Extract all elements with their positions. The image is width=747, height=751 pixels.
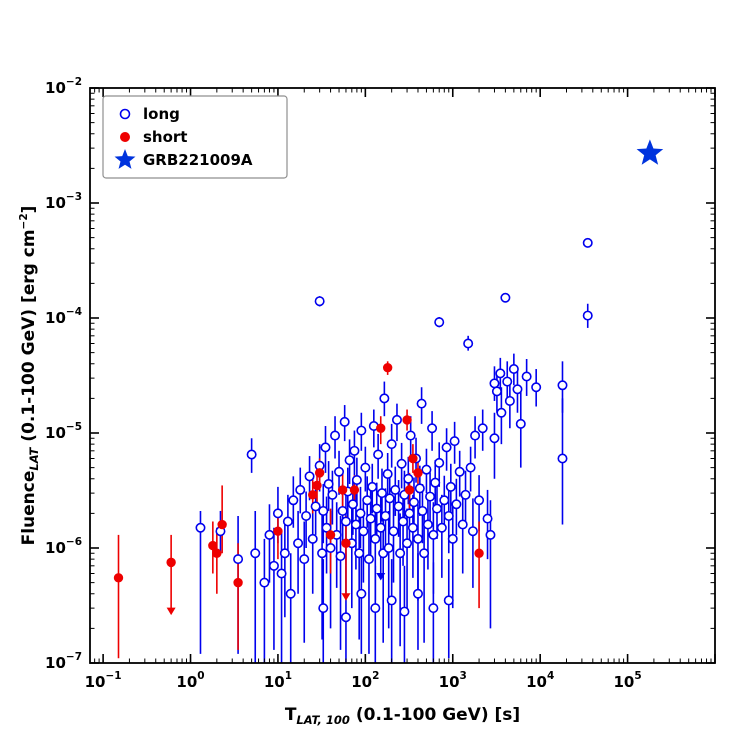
svg-text:104: 104 bbox=[526, 670, 554, 691]
data-points bbox=[113, 139, 664, 623]
legend: long short GRB221009A bbox=[102, 95, 288, 179]
legend-label: long bbox=[143, 105, 180, 123]
y-axis-label: FluenceLAT (0.1-100 GeV) [erg cm−2] bbox=[18, 206, 41, 546]
svg-text:10−3: 10−3 bbox=[45, 191, 82, 212]
long-series bbox=[195, 237, 593, 623]
svg-text:10−2: 10−2 bbox=[45, 76, 82, 97]
x-axis-label: TLAT, 100 (0.1-100 GeV) [s] bbox=[285, 705, 520, 727]
grb221009a-star-marker bbox=[636, 139, 664, 165]
legend-label: GRB221009A bbox=[143, 151, 253, 169]
legend-entry-short: short bbox=[120, 128, 187, 146]
svg-text:103: 103 bbox=[439, 670, 467, 691]
svg-text:100: 100 bbox=[176, 670, 204, 691]
legend-entry-long: long bbox=[119, 105, 180, 123]
svg-text:10−7: 10−7 bbox=[45, 651, 82, 672]
svg-text:10−6: 10−6 bbox=[45, 536, 82, 557]
svg-text:102: 102 bbox=[351, 670, 379, 691]
legend-label: short bbox=[143, 128, 187, 146]
svg-text:10−1: 10−1 bbox=[85, 670, 122, 691]
plot-frame bbox=[89, 87, 716, 664]
svg-text:10−5: 10−5 bbox=[45, 421, 82, 442]
svg-text:105: 105 bbox=[613, 670, 641, 691]
svg-text:10−4: 10−4 bbox=[45, 306, 82, 327]
legend-star-icon bbox=[114, 149, 136, 169]
GRB221009A-series bbox=[636, 139, 664, 165]
axis-ticks bbox=[90, 87, 716, 664]
svg-text:101: 101 bbox=[264, 670, 292, 691]
legend-entry-grb221009a: GRB221009A bbox=[114, 149, 253, 169]
y-tick-labels: 10−7 10−6 10−5 10−4 10−3 10−2 bbox=[45, 76, 82, 672]
legend-box bbox=[102, 95, 288, 179]
legend-filled-circle-icon bbox=[120, 132, 130, 142]
legend-open-circle-icon bbox=[119, 108, 131, 120]
x-tick-labels: 10−1 100 101 102 103 104 105 bbox=[85, 670, 642, 691]
short-series bbox=[113, 362, 484, 588]
